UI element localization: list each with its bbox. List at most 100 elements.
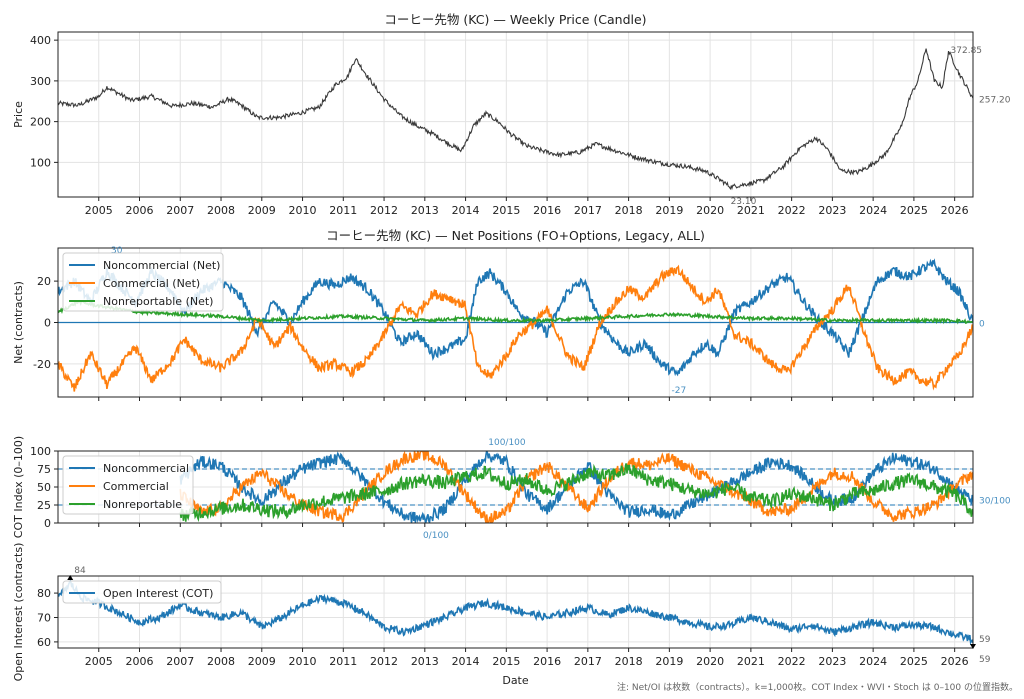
- y-tick-label: 25: [37, 499, 51, 512]
- x-tick-label: 2011: [329, 655, 357, 668]
- footnote: 注: Net/OI は枚数（contracts）。k=1,000枚。COT In…: [617, 681, 1018, 693]
- legend-label: Nonreportable (Net): [103, 295, 213, 308]
- annotation-label: 30: [111, 246, 123, 256]
- x-tick-label: 2016: [533, 655, 561, 668]
- annotation-label: 23.10: [731, 197, 757, 207]
- x-tick-label: 2021: [737, 204, 765, 217]
- legend-box: [62, 580, 222, 604]
- x-tick-label: 2006: [126, 655, 154, 668]
- max-marker: [67, 575, 74, 580]
- x-tick-label: 2014: [452, 655, 480, 668]
- x-tick-label: 2008: [207, 655, 235, 668]
- x-tick-label: 2009: [248, 655, 276, 668]
- y-tick-label: 400: [30, 34, 51, 47]
- legend-label: Noncommercial (Net): [103, 259, 220, 272]
- annotation-label: 59: [979, 655, 991, 665]
- y-tick-label: 75: [37, 463, 51, 476]
- x-tick-label: 2019: [655, 204, 683, 217]
- x-tick-label: 2009: [248, 204, 276, 217]
- y-axis-label: Net (contracts): [12, 281, 25, 364]
- x-tick-label: 2022: [778, 204, 806, 217]
- x-tick-label: 2006: [126, 204, 154, 217]
- x-tick-label: 2019: [655, 655, 683, 668]
- x-tick-label: 2018: [615, 655, 643, 668]
- y-axis-label: COT Index (0–100): [12, 436, 25, 538]
- y-tick-label: 300: [30, 75, 51, 88]
- x-tick-label: 2005: [85, 204, 113, 217]
- chart-title: コーヒー先物 (KC) — Weekly Price (Candle): [384, 12, 646, 27]
- series-line-open-interest-cot-: [58, 579, 973, 646]
- x-tick-label: 2026: [941, 204, 969, 217]
- y-tick-label: 0: [44, 517, 51, 530]
- x-tick-label: 2015: [492, 204, 520, 217]
- y-axis-label: Open Interest (contracts): [12, 543, 25, 682]
- x-tick-label: 2017: [574, 655, 602, 668]
- x-tick-label: 2011: [329, 204, 357, 217]
- x-tick-label: 2010: [289, 204, 317, 217]
- x-tick-label: 2017: [574, 204, 602, 217]
- x-tick-label: 2025: [900, 655, 928, 668]
- annotation-label: 372.85: [951, 46, 983, 56]
- y-axis-label: Price: [12, 101, 25, 128]
- x-tick-label: 2020: [696, 204, 724, 217]
- y-tick-label: 20: [37, 275, 51, 288]
- series-line-nonreportable-net-: [58, 299, 973, 325]
- annotation-label: 0: [979, 320, 985, 330]
- x-tick-label: 2007: [166, 204, 194, 217]
- x-tick-label: 2013: [411, 204, 439, 217]
- chart-panel-1: 100 200 300 400 2005 2006 2007 2008 2009 2010 2011…: [12, 12, 1011, 217]
- annotation-label: 84: [74, 566, 86, 576]
- chart-panel-3: 0 25 50 75 100 COT Index (0–100) 100/100 0/100 3…: [12, 436, 1011, 541]
- x-tick-label: 2021: [737, 655, 765, 668]
- y-tick-label: 100: [30, 445, 51, 458]
- annotation-label: -27: [672, 386, 687, 396]
- annotation-label: 100/100: [488, 438, 526, 448]
- series-line-nonreportable: [179, 463, 973, 523]
- x-axis-label: Date: [502, 674, 529, 687]
- x-tick-label: 2012: [370, 204, 398, 217]
- legend-label: Commercial: [103, 480, 169, 493]
- y-tick-label: 60: [37, 636, 51, 649]
- series-line-commercial: [179, 451, 973, 523]
- x-tick-label: 2024: [859, 204, 887, 217]
- annotation-label: 30/100: [979, 496, 1011, 506]
- x-tick-label: 2023: [818, 204, 846, 217]
- x-tick-label: 2020: [696, 655, 724, 668]
- y-tick-label: -20: [33, 358, 51, 371]
- legend-label: Nonreportable: [103, 498, 182, 511]
- y-tick-label: 200: [30, 116, 51, 129]
- x-tick-label: 2010: [289, 655, 317, 668]
- x-tick-label: 2026: [941, 655, 969, 668]
- x-tick-label: 2022: [778, 655, 806, 668]
- legend-label: Open Interest (COT): [103, 587, 213, 600]
- annotation-label: 257.20: [979, 95, 1011, 105]
- chart-panel-4: 60 70 80 2005 2006 2007 2008 2009 2010 2011 2012 20…: [12, 543, 991, 687]
- x-tick-label: 2014: [452, 204, 480, 217]
- plot-frame: [57, 31, 974, 198]
- x-tick-label: 2013: [411, 655, 439, 668]
- legend-box: [62, 455, 194, 515]
- x-tick-label: 2005: [85, 655, 113, 668]
- y-tick-label: 80: [37, 587, 51, 600]
- x-tick-label: 2016: [533, 204, 561, 217]
- y-tick-label: 0: [44, 317, 51, 330]
- y-tick-label: 100: [30, 156, 51, 169]
- x-tick-label: 2015: [492, 655, 520, 668]
- min-marker: [970, 644, 976, 649]
- x-tick-label: 2008: [207, 204, 235, 217]
- x-tick-label: 2007: [166, 655, 194, 668]
- annotation-label: 59: [979, 635, 991, 645]
- x-tick-label: 2012: [370, 655, 398, 668]
- legend-box: [62, 252, 224, 312]
- y-tick-label: 50: [37, 481, 51, 494]
- legend-label: Commercial (Net): [103, 277, 200, 290]
- plot-frame: [57, 575, 974, 649]
- chart-title: コーヒー先物 (KC) — Net Positions (FO+Options,…: [326, 228, 705, 243]
- x-tick-label: 2024: [859, 655, 887, 668]
- annotation-label: 0/100: [423, 531, 449, 541]
- y-tick-label: 70: [37, 611, 51, 624]
- legend-label: Noncommercial: [103, 462, 189, 475]
- x-tick-label: 2023: [818, 655, 846, 668]
